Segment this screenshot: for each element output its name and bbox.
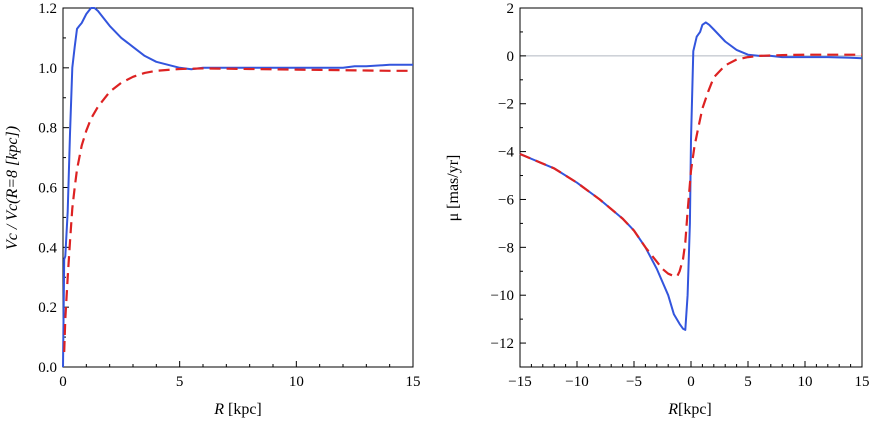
x-tick-label: 0 [59, 374, 67, 390]
y-tick-label: 0.2 [38, 300, 57, 316]
left-y-axis-label: Vc / Vc(R=8 [kpc]) [4, 126, 21, 250]
y-tick-label: 1.2 [38, 1, 57, 17]
y-tick-label: 0.8 [38, 121, 57, 137]
red-dashed-series-line [63, 67, 413, 353]
left-axis-ticks: 0 5 10 15 0.0 0.2 0.4 0.6 0.8 1.0 1.2 [38, 1, 420, 390]
y-tick-label: 0 [507, 49, 515, 65]
y-tick-label: −6 [498, 192, 514, 208]
y-tick-label: 0.4 [38, 240, 57, 256]
y-tick-label: −4 [498, 145, 514, 161]
x-tick-label: 0 [687, 374, 695, 390]
y-tick-label: 0.0 [38, 360, 57, 376]
right-y-axis-label: μ [mas/yr] [445, 155, 462, 222]
x-tick-label: −10 [565, 374, 588, 390]
y-tick-label: −10 [491, 288, 514, 304]
x-tick-label: 5 [744, 374, 752, 390]
left-plot-frame [62, 7, 414, 368]
left-series-group [62, 7, 413, 368]
y-tick-label: 2 [507, 1, 515, 17]
right-chart: −15 −10 −5 0 5 10 15 −12 −10 −8 −6 −4 −2 0 2 R[kpc] μ … [445, 1, 869, 418]
left-x-axis-label: R [kpc] [213, 401, 262, 418]
y-tick-label: −2 [498, 97, 514, 113]
x-tick-label: 15 [406, 374, 421, 390]
right-series-group [519, 21, 863, 331]
x-tick-label: 5 [176, 374, 184, 390]
x-tick-label: 10 [798, 374, 813, 390]
y-tick-label: −8 [498, 240, 514, 256]
x-tick-label: 15 [855, 374, 869, 390]
y-tick-label: −12 [491, 336, 514, 352]
x-tick-label: −15 [508, 374, 531, 390]
blue-solid-series-line [62, 7, 413, 368]
x-tick-label: 10 [289, 374, 304, 390]
red-dashed-series-line [519, 53, 862, 278]
blue-solid-series-line [519, 21, 863, 331]
right-x-axis-label: R[kpc] [667, 401, 712, 418]
x-tick-label: −5 [626, 374, 642, 390]
y-tick-label: 0.6 [38, 181, 57, 197]
left-chart: 0 5 10 15 0.0 0.2 0.4 0.6 0.8 1.0 1.2 R [kpc] Vc / … [4, 1, 421, 418]
y-tick-label: 1.0 [38, 61, 57, 77]
right-axis-ticks: −15 −10 −5 0 5 10 15 −12 −10 −8 −6 −4 −2 0 2 [491, 1, 869, 390]
